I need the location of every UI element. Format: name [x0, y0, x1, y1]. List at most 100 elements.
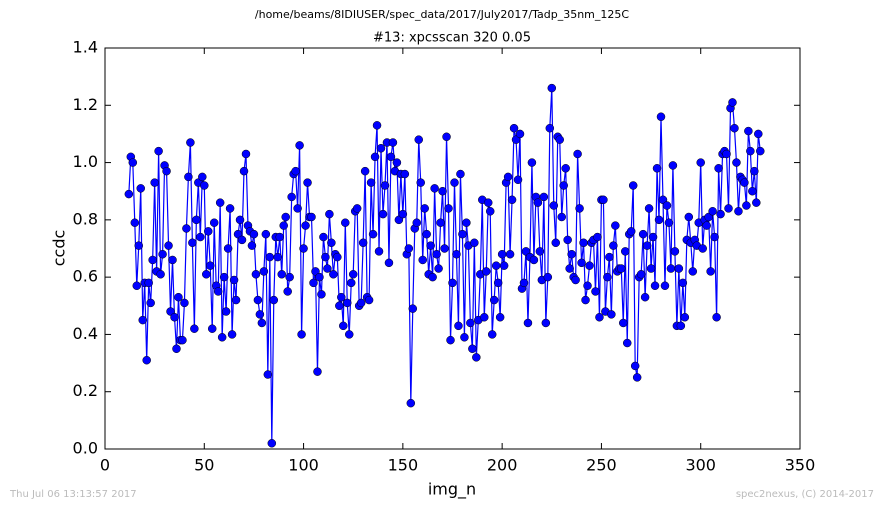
data-point — [343, 298, 352, 308]
x-tick-label: 100 — [288, 456, 319, 475]
data-point — [344, 330, 354, 339]
y-tick-label: 0.6 — [73, 267, 98, 286]
data-point — [549, 201, 559, 210]
data-point — [213, 287, 223, 296]
data-point — [680, 312, 690, 322]
footer-left: Thu Jul 06 13:13:57 2017 — [9, 489, 137, 500]
data-point — [368, 229, 378, 239]
data-point — [485, 207, 495, 216]
data-point — [646, 264, 656, 273]
data-point — [650, 281, 660, 290]
data-point — [551, 238, 561, 248]
suptitle: /home/beams/8IDIUSER/spec_data/2017/July… — [255, 8, 630, 21]
data-point — [430, 184, 439, 193]
data-point — [253, 295, 263, 305]
data-point — [313, 367, 322, 376]
data-point — [698, 244, 707, 253]
y-tick-label: 0.0 — [73, 439, 98, 458]
data-point — [366, 178, 376, 187]
data-point — [138, 315, 147, 325]
data-point — [309, 278, 318, 288]
data-point — [255, 310, 265, 319]
data-point — [174, 292, 183, 302]
data-point — [740, 178, 749, 187]
data-point — [605, 252, 614, 262]
data-point — [515, 129, 525, 139]
data-point — [158, 249, 167, 259]
data-point — [279, 221, 288, 230]
data-point — [295, 141, 304, 150]
data-point — [418, 255, 427, 265]
data-point — [746, 146, 755, 156]
data-point — [178, 335, 187, 345]
data-point — [386, 152, 396, 162]
data-point — [325, 209, 334, 219]
data-point — [307, 212, 316, 222]
data-point — [470, 238, 479, 248]
data-point — [603, 272, 612, 282]
data-point — [329, 270, 338, 279]
data-point — [221, 307, 231, 316]
data-point — [144, 278, 153, 288]
data-point — [223, 244, 233, 253]
data-point — [293, 204, 302, 213]
data-point — [706, 267, 715, 276]
data-point — [360, 166, 370, 176]
data-point — [557, 212, 566, 222]
data-point — [712, 312, 721, 322]
data-point — [323, 264, 332, 273]
data-point — [235, 215, 245, 225]
data-point — [489, 295, 499, 305]
data-point — [491, 261, 501, 270]
data-point — [134, 241, 144, 250]
data-point — [438, 186, 447, 196]
data-point — [448, 278, 457, 288]
data-point — [499, 261, 509, 270]
data-point — [142, 355, 151, 365]
data-point — [632, 373, 642, 382]
data-point — [146, 298, 155, 308]
data-point — [696, 158, 705, 167]
data-point — [370, 152, 380, 162]
data-point — [335, 301, 344, 311]
data-point — [420, 204, 429, 213]
x-tick-label: 0 — [100, 456, 110, 475]
data-point — [172, 344, 181, 353]
data-point — [555, 135, 564, 144]
data-point — [446, 335, 455, 345]
data-point — [184, 172, 193, 182]
data-point — [207, 324, 217, 333]
data-point — [617, 264, 626, 273]
data-point — [684, 212, 694, 222]
data-point — [162, 166, 171, 176]
data-point — [376, 144, 386, 153]
data-point — [205, 261, 215, 270]
data-point — [380, 181, 390, 190]
data-point — [702, 221, 711, 230]
data-point — [752, 198, 761, 207]
data-point — [716, 209, 725, 219]
data-point — [664, 218, 674, 227]
data-point — [190, 324, 199, 333]
data-point — [225, 204, 235, 213]
data-point — [267, 439, 277, 448]
data-point — [436, 218, 445, 227]
data-point — [462, 218, 471, 227]
data-point — [754, 129, 763, 139]
data-point — [748, 186, 757, 196]
data-point — [130, 218, 140, 227]
data-point — [200, 181, 209, 190]
data-point — [493, 278, 503, 288]
data-point — [303, 178, 312, 187]
data-point — [237, 235, 247, 245]
data-point — [281, 212, 290, 222]
data-point — [456, 169, 465, 179]
data-point — [575, 204, 584, 213]
data-point — [215, 198, 225, 207]
y-tick-label: 0.2 — [73, 381, 98, 400]
data-point — [356, 298, 366, 308]
data-point — [440, 244, 449, 253]
data-point — [622, 338, 632, 348]
data-point — [204, 227, 213, 236]
